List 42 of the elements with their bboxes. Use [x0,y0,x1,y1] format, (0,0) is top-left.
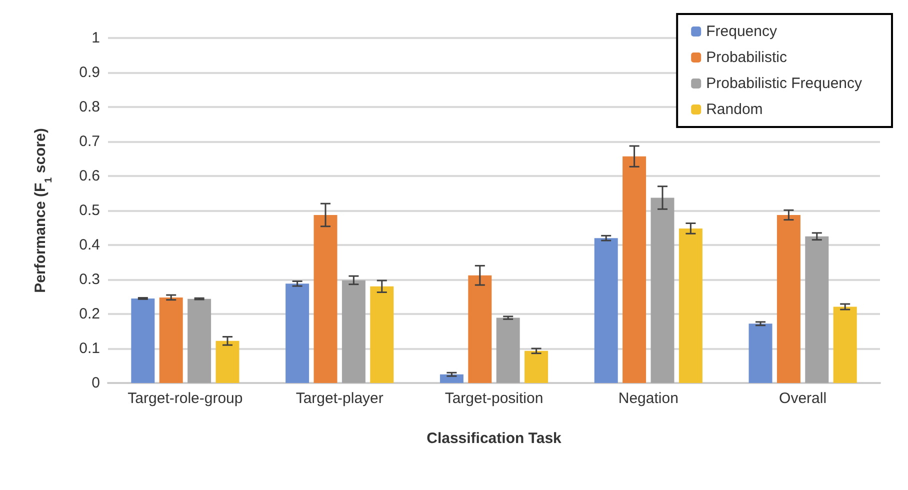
y-tick-label: 0.2 [79,306,100,322]
bar [370,286,394,383]
y-tick-label: 0 [92,374,100,392]
y-tick-label: 0.8 [79,98,100,116]
bar [678,228,702,383]
x-tick-label: Target-player [296,390,384,407]
y-tick-label: 0.9 [79,64,100,81]
x-tick-label: Target-role-group [128,390,243,407]
bar [776,214,800,383]
y-tick-label: 1 [92,30,100,46]
bar [342,280,366,383]
bar [216,340,240,383]
y-tick-label: 0.7 [79,133,100,150]
legend-label: Random [706,101,763,118]
bar [748,324,772,383]
y-tick-label: 0.5 [79,202,100,219]
bar [524,350,548,383]
x-axis-title: Classification Task [426,430,562,447]
bar [805,236,829,383]
y-tick-label: 0.1 [79,340,100,357]
bar [286,284,310,383]
x-tick-label: Target-position [444,390,544,407]
x-tick-label: Negation [618,390,678,407]
y-axis-title: Performance (F1 score) [32,128,54,293]
bar [314,214,338,383]
bar [650,198,674,383]
bar [468,275,492,383]
legend-label: Frequency [706,23,778,40]
bar [496,318,520,383]
bar [440,374,464,383]
x-tick-label: Overall [779,390,827,407]
bar [594,238,618,383]
y-tick-label: 0.4 [79,236,100,254]
legend-label: Probabilistic Frequency [706,75,862,92]
legend-label: Probabilistic [706,49,788,66]
y-tick-label: 0.6 [79,168,100,184]
bar [833,306,857,383]
bar [188,298,212,383]
bar [159,297,183,383]
bar [622,156,646,383]
y-tick-label: 0.3 [79,271,100,288]
bar [131,298,155,383]
